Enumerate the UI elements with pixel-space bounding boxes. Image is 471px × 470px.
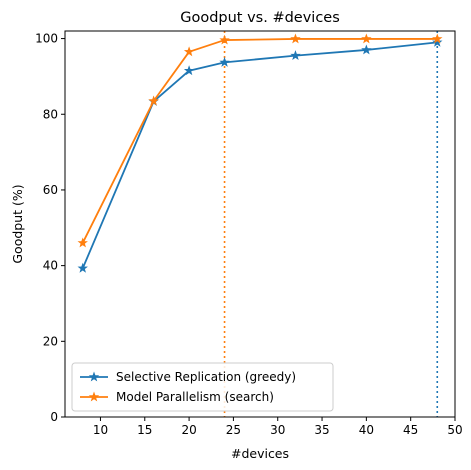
data-point xyxy=(290,33,301,44)
data-point xyxy=(432,36,443,47)
data-point xyxy=(77,237,88,248)
legend-item: Selective Replication (greedy) xyxy=(80,370,296,384)
legend-box xyxy=(71,362,334,412)
x-tick-label: 20 xyxy=(181,423,196,437)
x-axis-label: #devices xyxy=(231,446,289,461)
series-1-markers xyxy=(77,33,443,248)
x-tick-label: 45 xyxy=(403,423,418,437)
legend: Selective Replication (greedy) Model Para… xyxy=(71,362,334,412)
data-point xyxy=(219,56,230,67)
x-tick-label: 25 xyxy=(226,423,241,437)
y-tick-label: 100 xyxy=(35,32,58,46)
y-axis-label: Goodput (%) xyxy=(10,184,25,263)
series-0 xyxy=(81,41,438,269)
x-tick-label: 10 xyxy=(93,423,108,437)
y-tick-label: 40 xyxy=(43,259,58,273)
y-tick-label: 0 xyxy=(50,410,58,424)
legend-marker xyxy=(88,391,100,402)
series-line xyxy=(81,41,438,269)
x-tick-label: 30 xyxy=(270,423,285,437)
data-point xyxy=(148,95,159,106)
data-point xyxy=(361,44,372,55)
chart-title: Goodput vs. #devices xyxy=(180,10,340,26)
plot-frame xyxy=(64,30,456,418)
data-point xyxy=(290,50,301,61)
x-tick-label: 15 xyxy=(137,423,152,437)
data-point xyxy=(219,34,230,45)
x-tick-label: 40 xyxy=(359,423,374,437)
legend-marker xyxy=(88,371,100,382)
x-tick-label: 35 xyxy=(314,423,329,437)
legend-item: Model Parallelism (search) xyxy=(80,390,274,404)
data-point xyxy=(183,65,195,76)
plot-area: 10 15 20 25 30 35 40 45 50 0 20 40 60 80 100 xyxy=(35,30,463,437)
x-tick-label: 50 xyxy=(447,423,462,437)
legend-label: Model Parallelism (search) xyxy=(116,390,274,404)
data-point xyxy=(361,33,372,44)
y-tick-label: 20 xyxy=(43,334,58,348)
data-point xyxy=(432,33,443,44)
y-tick-label: 60 xyxy=(43,183,58,197)
series-0-markers xyxy=(77,36,443,273)
y-tick-label: 80 xyxy=(43,107,58,121)
legend-label: Selective Replication (greedy) xyxy=(116,370,296,384)
data-point xyxy=(183,46,195,57)
data-point xyxy=(77,262,88,273)
